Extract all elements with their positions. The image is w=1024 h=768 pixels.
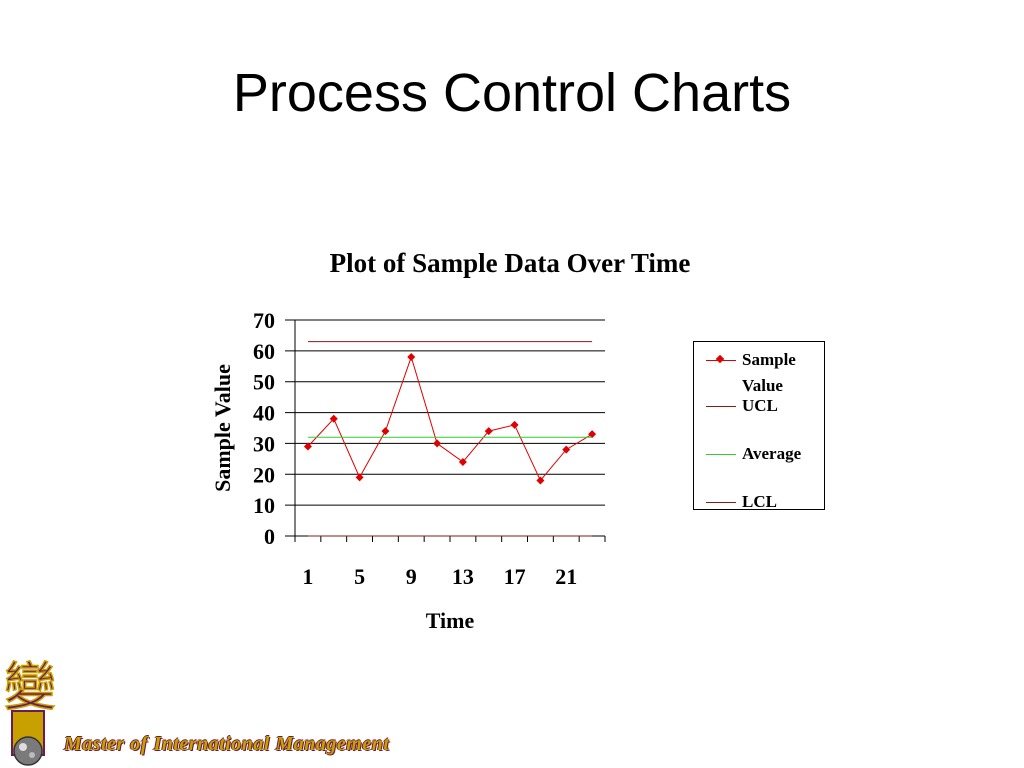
y-tick-label: 0 [264,524,275,549]
sample-point-marker [536,476,545,485]
y-tick-label: 10 [253,493,275,518]
sample-point-marker [588,430,597,439]
sample-point-marker [329,414,338,423]
y-tick-label: 70 [253,308,275,333]
legend-swatch-average [706,448,736,460]
footer-program-name: Master of International Management [64,733,390,755]
legend-item-average: Average [706,444,822,467]
y-tick-label: 30 [253,431,275,456]
legend-item-ucl: UCL [706,396,822,419]
sample-point-marker [433,439,442,448]
legend-label-average: Average [742,444,802,463]
sample-point-marker [484,427,493,436]
y-tick-label: 60 [253,339,275,364]
sample-point-marker [355,473,364,482]
x-tick-label: 1 [302,564,313,589]
chart-legend: Sample Value UCL Average LCL [693,341,825,511]
y-tick-label: 50 [253,370,275,395]
logo-glyph: 變 [4,658,56,718]
y-tick-label: 20 [253,462,275,487]
x-axis-title: Time [426,608,475,633]
sample-point-marker [381,427,390,436]
legend-swatch-sample-value [706,354,736,366]
y-axis-title: Sample Value [210,364,235,492]
x-tick-label: 17 [504,564,526,589]
chart-title: Plot of Sample Data Over Time [329,248,691,278]
legend-label-ucl: UCL [742,396,778,415]
x-tick-label: 21 [555,564,577,589]
sample-point-marker [458,457,467,466]
series-line-sample-value [307,355,593,482]
school-logo: 變 [3,657,57,766]
slide-title: Process Control Charts [232,63,792,123]
x-tick-label: 5 [354,564,365,589]
y-tick-label: 40 [253,401,275,426]
legend-swatch-ucl [706,400,736,412]
legend-item-sample-value: Sample Value [706,350,822,399]
legend-label-lcl: LCL [742,492,777,511]
sample-point-marker [510,420,519,429]
legend-label-sample-value: Sample Value [742,350,796,395]
x-tick-label: 9 [406,564,417,589]
sample-point-marker [562,445,571,454]
legend-swatch-lcl [706,496,736,508]
legend-item-lcl: LCL [706,492,822,515]
x-tick-label: 13 [452,564,474,589]
sample-point-marker [407,353,416,362]
sample-point-marker [303,442,312,451]
